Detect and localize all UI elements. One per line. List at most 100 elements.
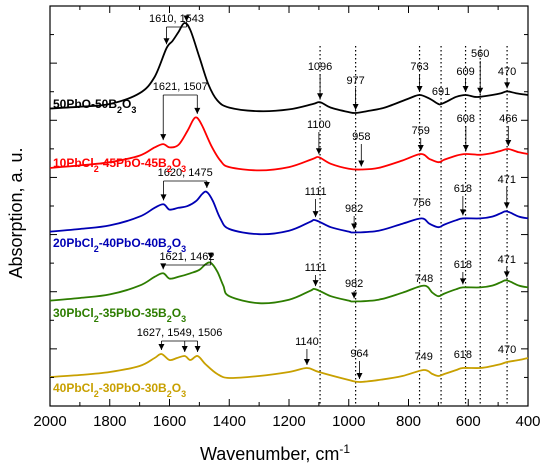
arrow-head (459, 209, 466, 216)
arrow-head (477, 87, 484, 94)
arrow-head (503, 202, 510, 209)
peak-annotation-label: 608 (457, 113, 475, 125)
series-line (49, 22, 529, 114)
arrow-head (462, 144, 469, 151)
sample-label: 10PbCl2-45PbO-45B2O3 (53, 156, 186, 174)
peak-annotation-label: 470 (498, 66, 516, 78)
sample-label-subscript: 3 (181, 314, 186, 324)
arrow-head (303, 359, 310, 365)
sample-label-part: O (172, 156, 181, 170)
sample-label-subscript: 2 (94, 389, 99, 399)
sample-label-subscript: 2 (167, 314, 172, 324)
peak-annotation-label: 691 (432, 86, 450, 98)
y-axis-title: Absorption, a. u. (6, 147, 26, 278)
arrow-head (505, 140, 512, 147)
arrow-head (160, 134, 167, 141)
x-tick-label: 1400 (213, 413, 246, 430)
peak-annotation-label: 977 (346, 75, 364, 87)
arrow-head (459, 278, 466, 285)
peak-annotation-label: 560 (471, 48, 489, 60)
sample-label-part: -30PbO-30B (99, 381, 167, 395)
arrow-head (194, 346, 201, 352)
annotation-layer: 1610, 1543 1096 977 763 691 560 609 470 1621, 15… (137, 13, 517, 379)
series-layer (49, 22, 529, 383)
sample-label-subscript: 3 (181, 244, 186, 254)
arrow-head (352, 104, 359, 110)
peak-annotation-label: 1140 (295, 336, 319, 348)
arrow-head (356, 373, 363, 379)
x-tick-label: 400 (515, 413, 540, 430)
x-tick-label: 1200 (272, 413, 305, 430)
sample-label-subscript: 3 (181, 389, 186, 399)
arrow-head (416, 86, 423, 92)
peak-annotation-label: 759 (412, 125, 430, 137)
sample-label-subscript: 2 (94, 164, 99, 174)
sample-label-part: O (172, 306, 181, 320)
peak-annotation-label: 1111 (305, 186, 327, 198)
sample-label: 30PbCl2-35PbO-35B2O3 (53, 306, 186, 324)
peak-annotation-label: 756 (412, 197, 430, 209)
x-axis-title-main: Wavenumber, cm (200, 444, 339, 464)
sample-label-subscript: 3 (181, 164, 186, 174)
arrow-head (194, 107, 201, 114)
peak-annotation-label: 748 (415, 273, 433, 285)
peak-annotation-label: 471 (498, 174, 516, 186)
arrow-head (503, 271, 510, 278)
sample-label-part: -45PbO-45B (99, 156, 167, 170)
arrow-head (462, 86, 469, 92)
sample-label-part: 50PbO-50B (53, 97, 117, 111)
x-tick-label: 1000 (332, 413, 365, 430)
arrow-head (317, 93, 324, 100)
sample-label-subscript: 2 (167, 389, 172, 399)
arrow-head (158, 344, 165, 350)
series-line (49, 261, 529, 305)
peak-annotation-label: 1620, 1475 (158, 167, 213, 179)
arrow-head (181, 346, 188, 352)
arrow-head (163, 38, 170, 45)
arrow-head (160, 263, 167, 270)
peak-annotation-label: 466 (499, 113, 517, 125)
arrow-head (417, 144, 424, 151)
peak-annotation-label: 618 (454, 259, 472, 271)
sample-label-subscript: 2 (94, 244, 99, 254)
axis-layer: 2000 1800 1600 1400 1200 1000 800 600 400 (33, 5, 541, 430)
sample-label-part: 20PbCl (53, 236, 94, 250)
peak-annotation-label: 1621, 1462 (159, 251, 214, 263)
peak-annotation-label: 749 (415, 351, 433, 363)
peak-annotation-label: 618 (454, 183, 472, 195)
arrow-head (160, 194, 167, 201)
arrow-head (183, 15, 190, 22)
sample-label: 20PbCl2-40PbO-40B2O3 (53, 236, 186, 254)
sample-label-part: O (172, 381, 181, 395)
arrow-head (312, 280, 319, 287)
x-tick-label: 1600 (153, 413, 186, 430)
peak-annotation-label: 763 (410, 61, 428, 73)
series-line (49, 190, 529, 236)
sample-label-part: 40PbCl (53, 381, 94, 395)
x-axis-title-sup: -1 (339, 442, 350, 456)
arrow-head (351, 292, 358, 299)
arrow-head (207, 252, 214, 259)
peak-annotation-label: 618 (454, 349, 472, 361)
arrow-head (203, 182, 210, 188)
sample-label-part: -40PbO-40B (99, 236, 167, 250)
x-tick-label: 800 (396, 413, 421, 430)
peak-annotation-label: 958 (352, 131, 370, 143)
arrow-head (312, 211, 319, 218)
sample-label-part: O (172, 236, 181, 250)
sample-label-layer: 50PbO-50B2O310PbCl2-45PbO-45B2O320PbCl2-… (53, 97, 186, 399)
series-line (49, 116, 529, 172)
peak-annotation-label: 1610, 1543 (149, 13, 204, 25)
arrow-head (504, 82, 511, 89)
peak-annotation-label: 609 (456, 66, 474, 78)
sample-label: 40PbCl2-30PbO-30B2O3 (53, 381, 186, 399)
peak-annotation-label: 1627, 1549, 1506 (137, 327, 223, 339)
peak-annotation-label: 470 (498, 344, 516, 356)
peak-annotation-label: 982 (345, 278, 363, 290)
sample-label-subscript: 2 (117, 105, 122, 115)
sample-label-part: 30PbCl (53, 306, 94, 320)
peak-annotation-label: 1100 (307, 119, 331, 131)
arrow-head (358, 160, 365, 167)
peak-annotation-label: 471 (498, 254, 516, 266)
